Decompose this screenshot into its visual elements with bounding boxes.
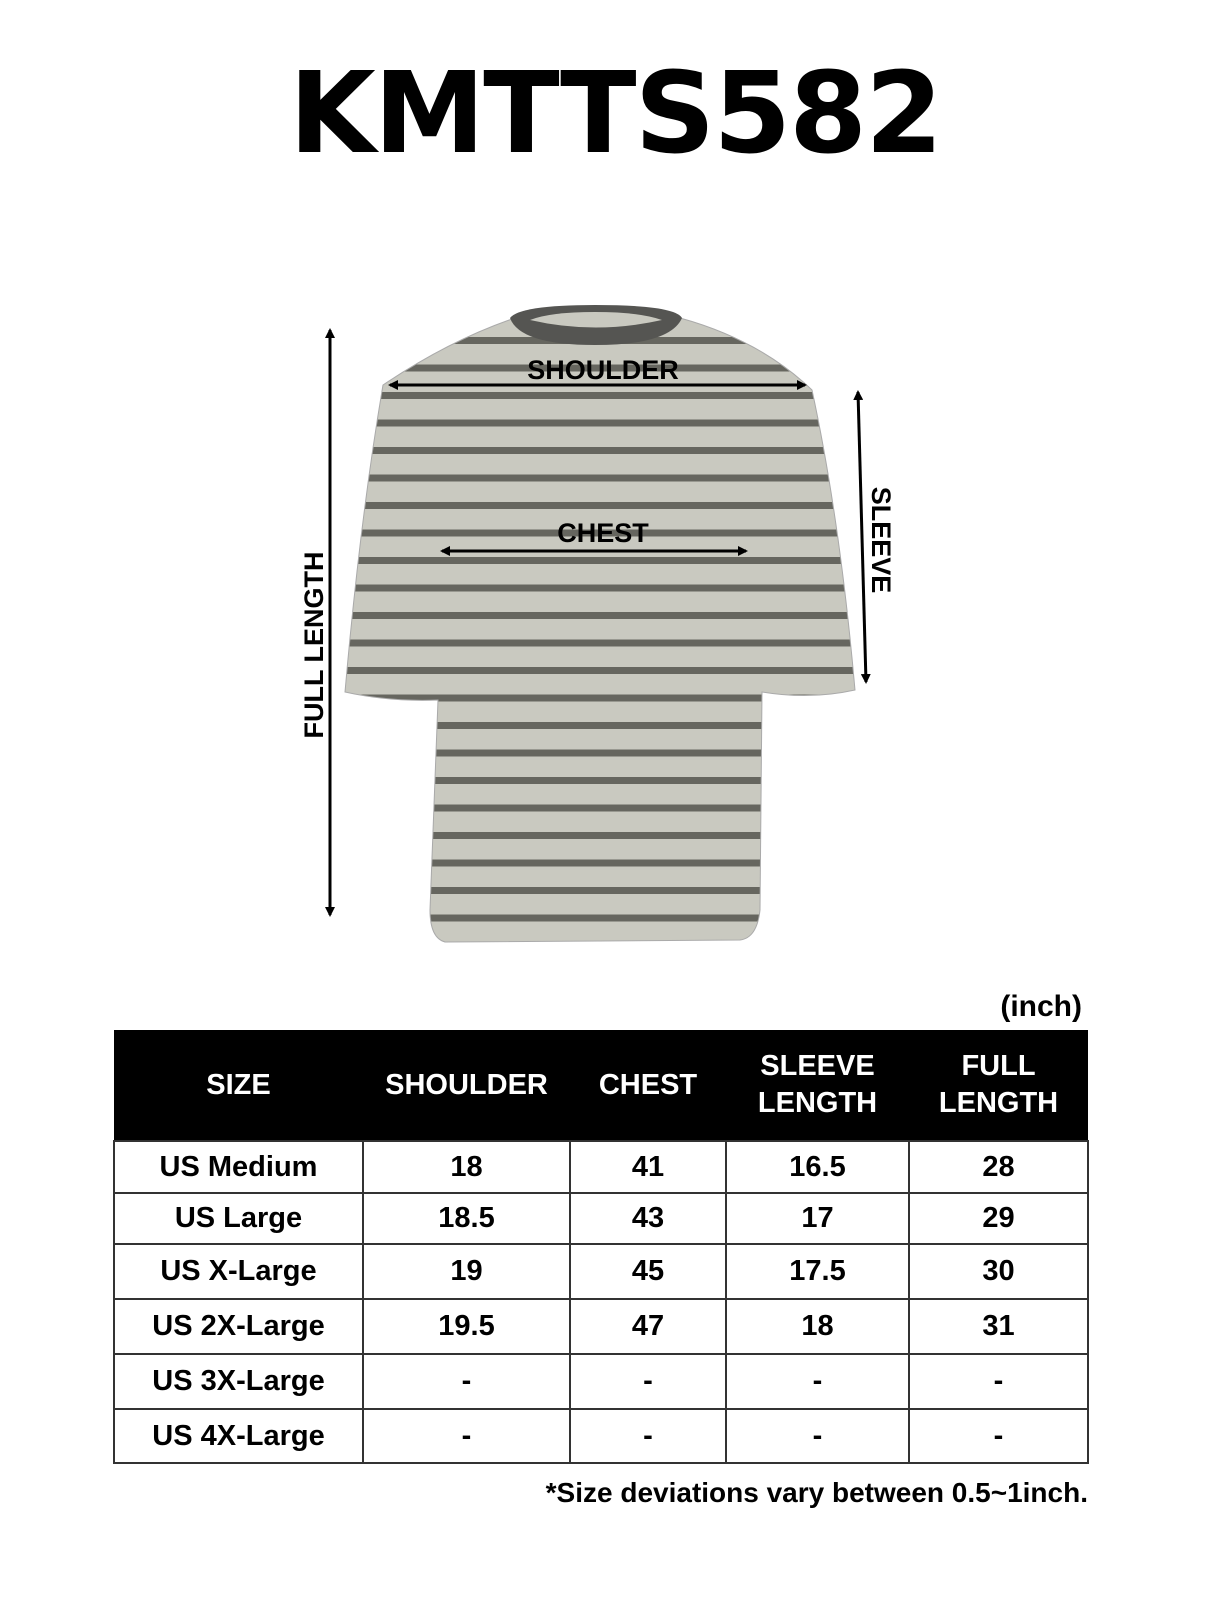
tshirt-body	[344, 317, 856, 943]
table-header-row: SIZE SHOULDER CHEST SLEEVE LENGTH FULL L…	[114, 1030, 1088, 1141]
header-size: SIZE	[114, 1030, 363, 1141]
header-shoulder: SHOULDER	[363, 1030, 570, 1141]
measurement-cell: -	[725, 1353, 910, 1410]
measurement-cell: 18	[725, 1298, 910, 1355]
table-row: US X-Large 19 45 17.5 30	[113, 1243, 1089, 1300]
measurement-cell: 41	[569, 1140, 727, 1194]
measurement-cell: -	[362, 1353, 571, 1410]
size-cell: US 4X-Large	[113, 1408, 364, 1464]
measurement-cell: -	[569, 1408, 727, 1464]
size-cell: US Medium	[113, 1140, 364, 1194]
sleeve-label: SLEEVE	[866, 487, 896, 594]
size-cell: US 2X-Large	[113, 1298, 364, 1355]
table-row: US 4X-Large - - - -	[113, 1408, 1089, 1464]
measurement-cell: 17	[725, 1192, 910, 1245]
measurement-cell: 47	[569, 1298, 727, 1355]
product-code-title: KMTTS582	[288, 49, 943, 179]
table-row: US 2X-Large 19.5 47 18 31	[113, 1298, 1089, 1355]
table-row: US 3X-Large - - - -	[113, 1353, 1089, 1410]
size-table: SIZE SHOULDER CHEST SLEEVE LENGTH FULL L…	[113, 1030, 1089, 1464]
tshirt-measurement-diagram: SHOULDER CHEST FULL LENGTH SLEEVE	[299, 305, 896, 943]
header-sleeve-length: SLEEVE LENGTH	[726, 1030, 909, 1141]
measurement-cell: 18	[362, 1140, 571, 1194]
sleeve-arrow	[853, 390, 871, 684]
measurement-cell: -	[362, 1408, 571, 1464]
full-length-label: FULL LENGTH	[299, 552, 329, 739]
measurement-cell: 16.5	[725, 1140, 910, 1194]
header-full-length: FULL LENGTH	[909, 1030, 1088, 1141]
measurement-cell: -	[908, 1408, 1089, 1464]
size-cell: US X-Large	[113, 1243, 364, 1300]
measurement-cell: 18.5	[362, 1192, 571, 1245]
header-chest: CHEST	[570, 1030, 726, 1141]
measurement-cell: 31	[908, 1298, 1089, 1355]
measurement-cell: 17.5	[725, 1243, 910, 1300]
size-cell: US Large	[113, 1192, 364, 1245]
measurement-cell: 45	[569, 1243, 727, 1300]
measurement-cell: 19	[362, 1243, 571, 1300]
table-row: US Medium 18 41 16.5 28	[113, 1140, 1089, 1194]
measurement-cell: 30	[908, 1243, 1089, 1300]
measurement-cell: 29	[908, 1192, 1089, 1245]
table-row: US Large 18.5 43 17 29	[113, 1192, 1089, 1245]
measurement-cell: -	[569, 1353, 727, 1410]
measurement-cell: -	[908, 1353, 1089, 1410]
unit-label: (inch)	[1000, 990, 1082, 1023]
size-deviation-note: *Size deviations vary between 0.5~1inch.	[545, 1477, 1088, 1508]
measurement-cell: 43	[569, 1192, 727, 1245]
size-cell: US 3X-Large	[113, 1353, 364, 1410]
measurement-cell: -	[725, 1408, 910, 1464]
shoulder-label: SHOULDER	[527, 355, 679, 385]
chest-label: CHEST	[557, 518, 649, 548]
measurement-cell: 19.5	[362, 1298, 571, 1355]
measurement-cell: 28	[908, 1140, 1089, 1194]
